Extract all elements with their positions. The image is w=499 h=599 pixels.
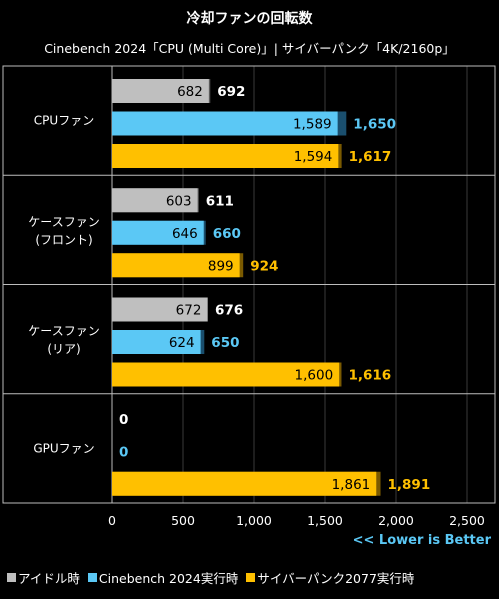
legend-swatch-cyberpunk: [246, 572, 256, 582]
legend-item-cinebench: Cinebench 2024実行時: [87, 568, 239, 587]
bar-avg-0-2: [112, 297, 208, 322]
legend-label-idle: アイドル時: [18, 570, 80, 586]
bar-avg-1-2: [112, 330, 201, 354]
x-tick-label-4: 2,000: [378, 513, 414, 528]
bar-avg-label-2-3: 1,861: [332, 477, 371, 493]
bar-avg-1-1: [112, 220, 204, 245]
category-sublabel-1: (フロント): [35, 233, 92, 247]
legend-label-cyberpunk: サイバーパンク2077実行時: [257, 570, 415, 586]
bar-avg-label-0-0: 682: [177, 84, 203, 100]
bar-avg-0-0: [112, 79, 209, 103]
legend-swatch-idle: [7, 572, 16, 582]
bar-max-label-0-2: 676: [215, 303, 243, 319]
bar-avg-label-1-2: 624: [169, 335, 195, 351]
x-tick-label-2: 1,000: [236, 513, 272, 528]
x-tick-label-5: 2,500: [449, 513, 485, 528]
category-label-1: ケースファン: [28, 215, 99, 229]
bar-avg-label-2-1: 899: [208, 258, 234, 274]
bar-avg-label-2-0: 1,594: [294, 149, 333, 165]
chart-title: 冷却ファンの回転数: [186, 11, 313, 27]
bar-max-label-2-1: 924: [250, 258, 278, 274]
category-label-2: ケースファン: [28, 324, 99, 338]
category-sublabel-2: (リア): [47, 342, 80, 356]
lower-is-better-note: << Lower is Better: [352, 533, 491, 548]
bar-max-label-0-3: 0: [119, 412, 128, 428]
bar-max-label-1-2: 650: [211, 335, 239, 351]
category-label-0: CPUファン: [34, 114, 94, 128]
bar-avg-label-0-2: 672: [176, 303, 202, 319]
fan-speed-chart: CPUファン 682 692 1,589 1,650 1,594 1,617 ケースファン (フ…: [2, 65, 496, 528]
bar-avg-2-2: [112, 362, 340, 387]
bar-max-label-1-1: 660: [213, 226, 241, 242]
bar-avg-label-1-0: 1,589: [293, 117, 332, 133]
bar-max-label-0-1: 611: [206, 193, 234, 209]
bar-avg-label-2-2: 1,600: [295, 368, 334, 384]
bar-avg-2-1: [112, 253, 240, 278]
bar-avg-label-1-1: 646: [172, 226, 198, 242]
bar-avg-2-0: [112, 144, 339, 168]
chart-subtitle: Cinebench 2024「CPU (Multi Core)」| サイバーパン…: [44, 41, 455, 56]
legend-swatch-cinebench: [87, 572, 97, 582]
bar-max-label-1-3: 0: [119, 444, 128, 460]
legend-item-idle: アイドル時: [7, 568, 80, 587]
bar-max-label-0-0: 692: [217, 84, 245, 100]
legend-label-cinebench: Cinebench 2024実行時: [98, 570, 239, 586]
bar-max-label-2-2: 1,616: [348, 368, 391, 384]
bar-avg-1-0: [112, 111, 338, 136]
legend-item-cyberpunk: サイバーパンク2077実行時: [246, 568, 414, 587]
bar-avg-0-1: [112, 188, 198, 213]
bar-max-label-2-3: 1,891: [388, 477, 431, 493]
bar-max-label-2-0: 1,617: [349, 149, 392, 165]
x-tick-label-0: 0: [108, 513, 116, 528]
bar-avg-label-0-1: 603: [166, 193, 192, 209]
x-tick-label-1: 500: [171, 513, 195, 528]
bar-avg-2-3: [112, 471, 377, 496]
x-tick-label-3: 1,500: [307, 513, 343, 528]
bar-max-label-1-0: 1,650: [353, 117, 396, 133]
chart-legend: アイドル時 Cinebench 2024実行時 サイバーパンク2077実行時: [0, 566, 499, 588]
category-label-3: GPUファン: [33, 441, 94, 455]
